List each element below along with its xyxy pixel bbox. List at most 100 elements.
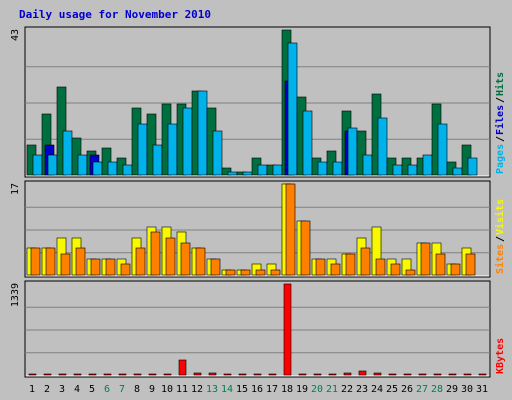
bar-sites-2 [45,247,56,276]
bar-kbytes-11 [178,359,187,376]
x-tick-label-26: 26 [401,384,413,395]
panel-hits: 43 Pages/Files/Hits [10,26,506,178]
bar-sites-28 [435,253,446,276]
bar-pages-28 [437,123,448,176]
x-tick-label-24: 24 [371,384,383,395]
bar-kbytes-30 [463,373,472,376]
bar-kbytes-1 [28,373,37,376]
bar-sites-16 [255,269,266,276]
bar-kbytes-6 [103,373,112,376]
bar-sites-19 [300,220,311,276]
bar-kbytes-17 [268,373,277,376]
x-tick-label-10: 10 [161,384,173,395]
panel-kbytes: 1339 KBytes [10,280,506,378]
x-axis-labels: 1 2 3 4 5 6 7 8 9 10 11 12 13 14 15 16 17 18 19 20 21 22 23 24 2… [29,384,488,395]
bar-kbytes-10 [163,373,172,376]
x-tick-label-29: 29 [446,384,458,395]
x-tick-label-28: 28 [431,384,443,395]
bar-pages-1 [32,154,43,176]
legend-sites: Sites [494,244,506,274]
bar-pages-3 [62,130,73,176]
x-tick-label-11: 11 [176,384,188,395]
panel-hits-legend: Pages/Files/Hits [494,72,506,174]
bar-pages-23 [362,154,373,176]
x-tick-label-9: 9 [149,384,155,395]
bar-pages-7 [122,164,133,176]
legend-visits: Visits [494,199,506,235]
x-tick-label-17: 17 [266,384,278,395]
panel-kbytes-ymax-label: 1339 [10,283,21,307]
bar-sites-27 [420,242,431,276]
bar-kbytes-27 [418,373,427,376]
x-tick-label-6: 6 [104,384,110,395]
x-tick-label-4: 4 [74,384,80,395]
bar-pages-2 [47,154,58,176]
bar-sites-15 [240,269,251,276]
bar-sites-25 [390,263,401,276]
legend-kbytes: KBytes [495,338,506,374]
bar-sites-9 [150,231,161,276]
x-tick-label-7: 7 [119,384,125,395]
bar-kbytes-5 [88,373,97,376]
x-tick-label-23: 23 [356,384,368,395]
bar-sites-14 [225,269,236,276]
bar-sites-10 [165,237,176,276]
bar-hits-23 [356,130,367,176]
panel-kbytes-legend: KBytes [495,338,506,374]
bar-sites-23 [360,247,371,276]
bar-pages-19 [302,110,313,176]
bar-pages-15 [242,171,253,176]
x-tick-label-12: 12 [191,384,203,395]
x-tick-label-15: 15 [236,384,248,395]
bar-hits-6 [101,147,112,176]
legend-separator: / [495,236,506,242]
bar-kbytes-18 [283,283,292,376]
bar-pages-13 [212,130,223,176]
bar-kbytes-21 [328,373,337,376]
bar-pages-12 [197,90,208,176]
x-tick-label-1: 1 [29,384,35,395]
bar-kbytes-29 [448,373,457,376]
bar-pages-6 [107,161,118,176]
panel-visits: 17 Sites /Visits [10,180,506,278]
bar-kbytes-2 [43,373,52,376]
bar-kbytes-12 [193,372,202,376]
chart-title: Daily usage for November 2010 [19,8,211,21]
legend-pages: Pages [495,144,506,174]
bar-kbytes-31 [478,373,487,376]
bar-kbytes-3 [58,373,67,376]
x-tick-label-21: 21 [326,384,338,395]
x-tick-label-30: 30 [461,384,473,395]
bar-sites-6 [105,258,116,276]
bar-sites-21 [330,263,341,276]
bar-pages-4 [77,154,88,176]
bar-pages-8 [137,123,148,176]
panel-visits-ymax-label: 17 [10,183,21,195]
bar-sites-3 [60,253,71,276]
bar-pages-17 [272,164,283,176]
x-tick-label-25: 25 [386,384,398,395]
bar-sites-12 [195,247,206,276]
x-tick-label-20: 20 [311,384,323,395]
panel-hits-ymax-label: 43 [10,29,21,41]
bar-sites-22 [345,253,356,276]
bar-sites-8 [135,247,146,276]
bar-pages-14 [227,171,238,176]
bar-pages-16 [257,164,268,176]
bar-pages-18 [287,42,298,176]
bar-kbytes-20 [313,373,322,376]
bar-sites-7 [120,263,131,276]
x-tick-label-16: 16 [251,384,263,395]
bar-kbytes-15 [238,373,247,376]
bar-sites-24 [375,258,386,276]
bar-sites-30 [465,253,476,276]
bar-kbytes-25 [388,373,397,376]
bar-kbytes-7 [118,373,127,376]
x-tick-label-27: 27 [416,384,428,395]
bar-pages-25 [392,164,403,176]
bar-sites-18 [285,183,296,276]
bar-pages-30 [467,157,478,176]
bar-kbytes-23 [358,370,367,376]
bar-pages-29 [452,167,463,176]
